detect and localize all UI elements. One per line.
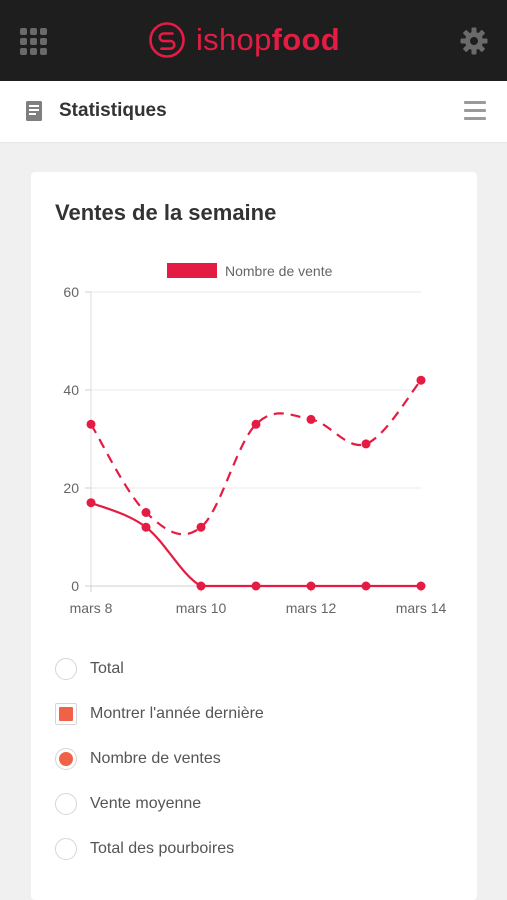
top-bar: ishopfood <box>0 0 507 81</box>
grid-icon[interactable] <box>20 28 47 55</box>
brand-name-bold: food <box>271 22 340 57</box>
data-point <box>361 439 371 449</box>
legend-label: Nombre de vente <box>225 263 333 279</box>
data-point <box>251 581 261 591</box>
checkbox[interactable] <box>55 702 77 725</box>
option-1[interactable]: Total <box>55 646 455 691</box>
y-tick-label: 60 <box>63 284 79 300</box>
data-point <box>86 419 96 429</box>
option-label: Nombre de ventes <box>90 749 221 767</box>
x-tick-label: mars 14 <box>396 600 447 616</box>
document-icon <box>25 100 43 122</box>
data-point <box>251 419 261 429</box>
option-2[interactable]: Montrer l'année dernière <box>55 691 455 736</box>
option-4[interactable]: Vente moyenne <box>55 781 455 826</box>
menu-icon[interactable] <box>464 101 486 121</box>
page-header: Statistiques <box>0 81 507 143</box>
radio-button[interactable] <box>55 792 77 815</box>
card-title: Ventes de la semaine <box>55 200 277 225</box>
x-tick-label: mars 10 <box>176 600 227 616</box>
brand-logo: ishopfood <box>148 20 340 60</box>
radio-button[interactable] <box>55 837 77 860</box>
selected-mark <box>59 751 73 766</box>
y-tick-label: 40 <box>63 382 79 398</box>
series-line-2 <box>90 379 422 536</box>
option-3[interactable]: Nombre de ventes <box>55 736 455 781</box>
selected-mark <box>59 706 73 721</box>
chart-options: Total Montrer l'année dernière Nombre de v… <box>55 646 455 871</box>
x-tick-label: mars 8 <box>70 600 113 616</box>
option-label: Total <box>90 659 124 677</box>
weekly-sales-card: Ventes de la semaine Nombre de vente 60 40… <box>31 172 477 900</box>
brand-name: ishopfood <box>196 21 340 59</box>
brand-name-light: ishop <box>196 22 272 57</box>
y-tick-label: 0 <box>71 578 79 594</box>
data-point <box>141 508 151 517</box>
data-point <box>196 581 206 591</box>
data-point <box>416 581 426 591</box>
data-point <box>416 375 426 385</box>
legend-swatch <box>167 263 217 278</box>
radio-button[interactable] <box>55 657 77 680</box>
y-tick-label: 20 <box>63 480 79 496</box>
data-point <box>306 581 316 591</box>
option-5[interactable]: Total des pourboires <box>55 826 455 871</box>
sales-line-chart: Nombre de vente 60 40 20 0 mars 8 mars 10 mars … <box>63 263 447 616</box>
option-label: Montrer l'année dernière <box>90 704 264 722</box>
data-point <box>361 581 371 591</box>
x-tick-label: mars 12 <box>286 600 337 616</box>
radio-button[interactable] <box>55 747 77 770</box>
option-label: Total des pourboires <box>90 839 235 857</box>
series-line-1 <box>90 501 421 588</box>
page-title: Statistiques <box>59 100 167 121</box>
option-label: Vente moyenne <box>90 794 202 812</box>
logo-icon <box>149 22 185 58</box>
gear-icon[interactable] <box>460 27 488 55</box>
data-point <box>196 522 206 532</box>
data-point <box>306 414 316 424</box>
data-point <box>86 498 96 508</box>
data-point <box>141 522 151 532</box>
